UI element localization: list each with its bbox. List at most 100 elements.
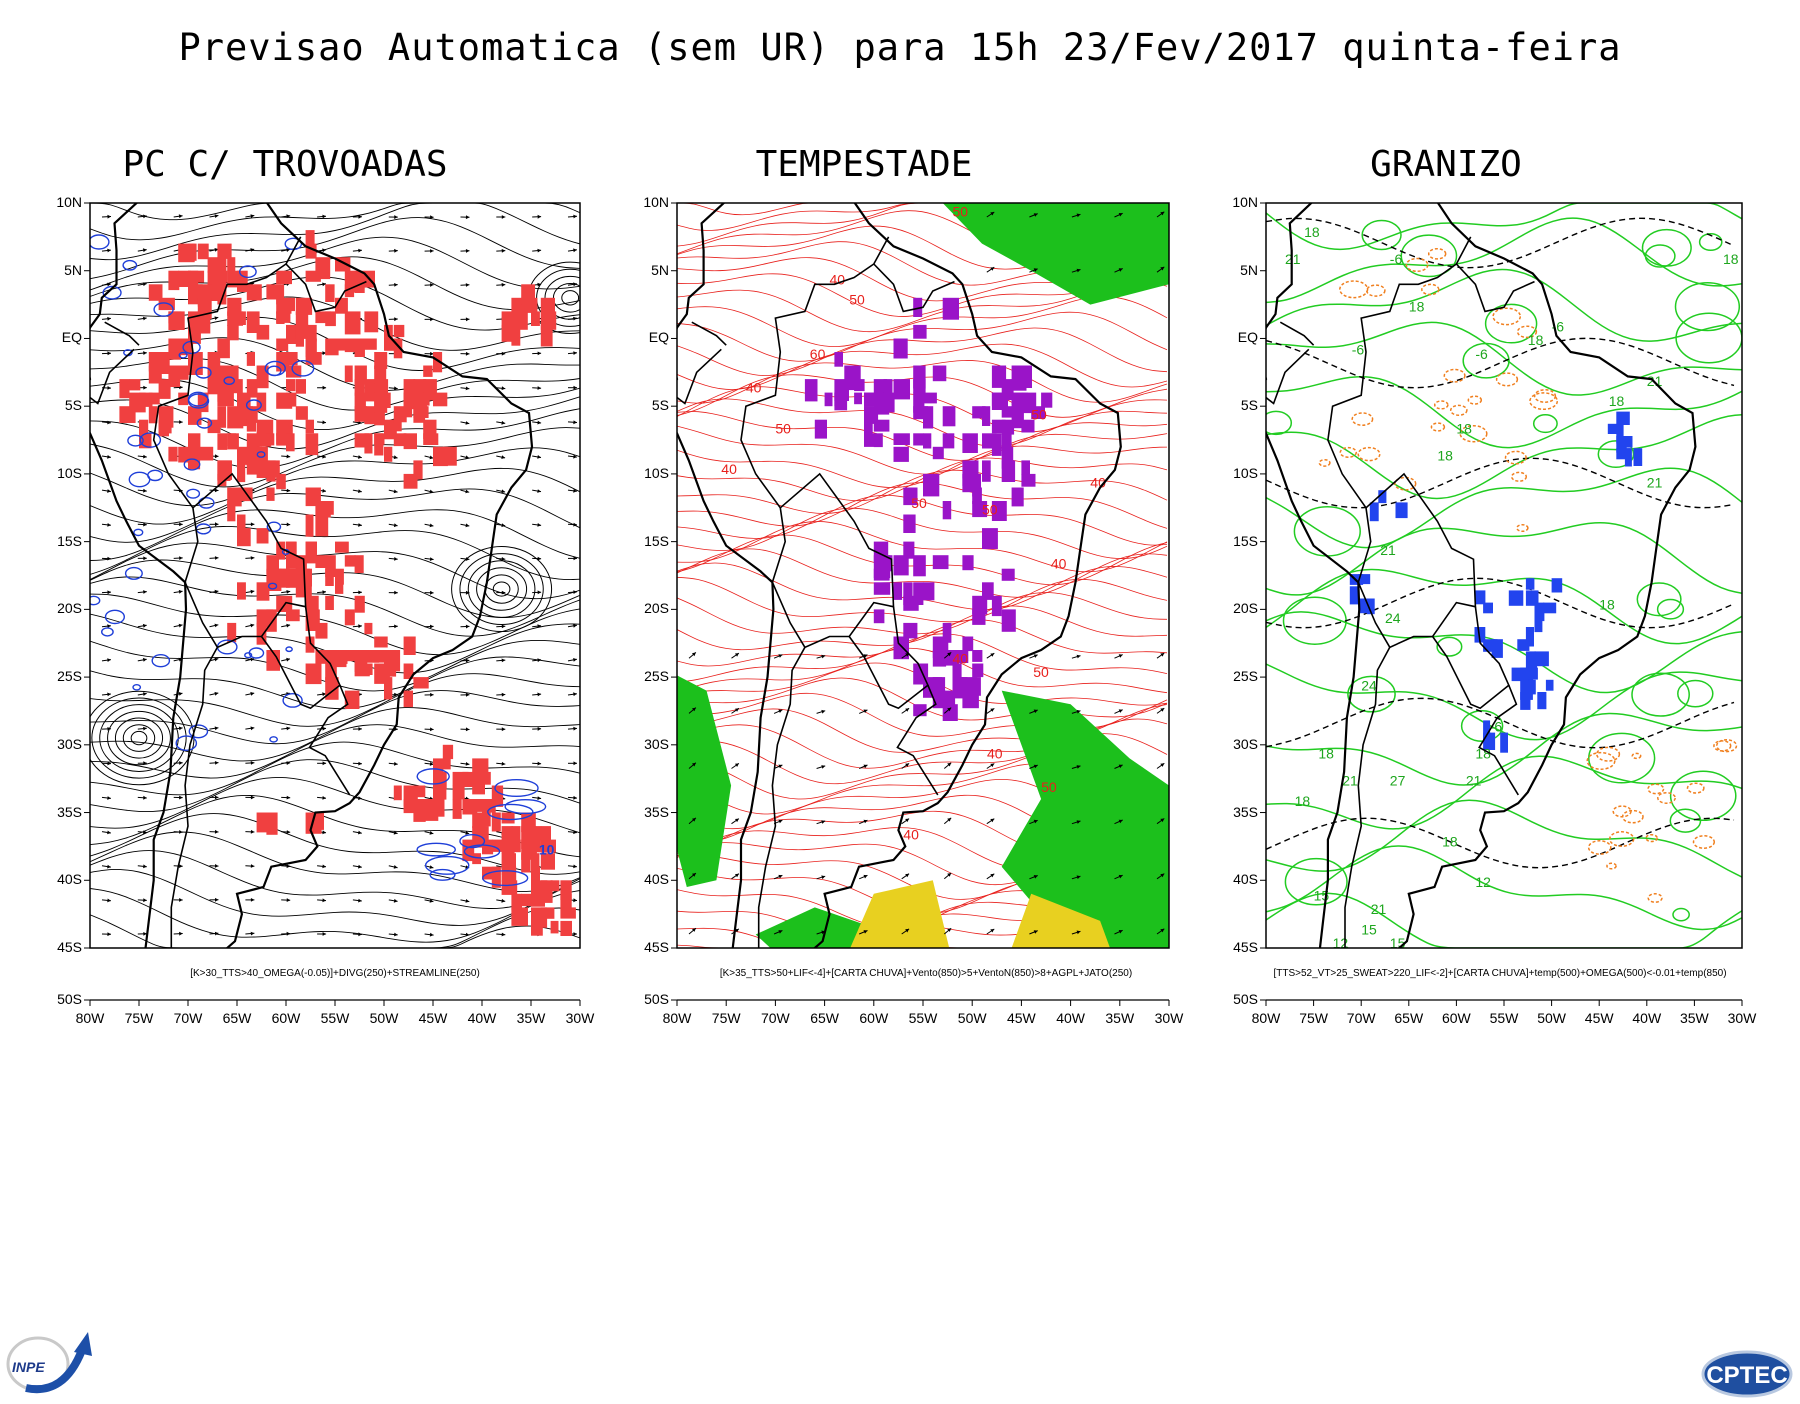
contour-label: 50 bbox=[911, 495, 927, 511]
omega500-contour bbox=[1431, 423, 1444, 431]
convection-cell-cell bbox=[531, 311, 540, 326]
temperature-contour bbox=[1266, 203, 1742, 249]
streamline-arrow-head bbox=[215, 898, 219, 902]
lat-tick-label: 40S bbox=[1214, 871, 1258, 887]
convection-cell-cell bbox=[345, 691, 360, 709]
hail-cell-cell bbox=[1616, 412, 1630, 425]
contour-label: 50 bbox=[775, 420, 791, 436]
storm-cell-cell bbox=[1021, 460, 1030, 474]
streamline-arrow-head bbox=[358, 591, 362, 595]
streamline-arrow-head bbox=[179, 864, 183, 868]
streamline-arrow-head bbox=[430, 727, 434, 731]
contour-label: 18 bbox=[1456, 420, 1472, 436]
convection-cell-cell bbox=[384, 447, 392, 462]
omega500-contour bbox=[1517, 525, 1528, 532]
lon-tick-label: 80W bbox=[1246, 1010, 1286, 1026]
hail-cell-cell bbox=[1475, 590, 1486, 604]
hail-cell-cell bbox=[1509, 590, 1524, 605]
storm-cell-cell bbox=[992, 393, 1008, 406]
divergence-contour bbox=[106, 610, 125, 623]
convection-cell-cell bbox=[306, 596, 319, 613]
streamline-arrow-head bbox=[501, 455, 505, 459]
convection-cell-cell bbox=[217, 257, 226, 278]
temperature-contour bbox=[1266, 322, 1742, 395]
streamline-arrow-head bbox=[215, 761, 219, 765]
convection-cell-cell bbox=[306, 420, 314, 434]
streamline-vortex bbox=[493, 582, 510, 596]
convection-cell-cell bbox=[443, 745, 453, 759]
storm-cell-cell bbox=[1002, 569, 1015, 581]
streamline-arrow-head bbox=[574, 761, 578, 765]
storm-cell-cell bbox=[894, 379, 911, 399]
storm-cell-cell bbox=[943, 433, 955, 448]
omega500-contour bbox=[1497, 373, 1518, 386]
storm-cell-cell bbox=[933, 677, 942, 699]
contour-label: -6 bbox=[1475, 346, 1488, 362]
storm-cell-cell bbox=[894, 339, 908, 359]
tempestade-border bbox=[897, 685, 937, 795]
hail-cell-cell bbox=[1535, 603, 1545, 622]
granizo-frame bbox=[1266, 203, 1742, 948]
convection-cell-cell bbox=[247, 284, 262, 300]
convection-cell-cell bbox=[296, 569, 310, 585]
convection-cell-cell bbox=[306, 433, 319, 455]
streamline-arrow-head bbox=[466, 215, 470, 219]
temperature-contour bbox=[1589, 733, 1655, 782]
contour-label: 9 bbox=[1342, 943, 1350, 959]
streamline-arrow-head bbox=[286, 658, 290, 662]
lat-tick-label: 5S bbox=[38, 397, 82, 413]
storm-cell-cell bbox=[874, 609, 885, 623]
streamline-arrow-head bbox=[322, 420, 326, 424]
storm-cell-cell bbox=[903, 582, 912, 605]
storm-cell-cell bbox=[923, 433, 931, 448]
streamline-arrow-head bbox=[322, 796, 326, 800]
lon-tick-label: 40W bbox=[462, 1010, 502, 1026]
legend-granizo: [TTS>52_VT>25_SWEAT>220_LIF<-2]+[CARTA C… bbox=[1240, 968, 1760, 979]
streamline-arrow-head bbox=[466, 523, 470, 527]
streamline-arrow-head bbox=[573, 248, 577, 252]
streamline-arrow-head bbox=[215, 830, 219, 834]
storm-cell-cell bbox=[864, 393, 875, 407]
convection-cell-cell bbox=[227, 325, 239, 340]
streamline-arrow-head bbox=[215, 932, 219, 936]
instability-contour bbox=[677, 606, 1167, 650]
temperature-contour bbox=[1284, 597, 1347, 644]
convection-cell-cell bbox=[306, 515, 314, 537]
streamline-arrow-head bbox=[538, 590, 542, 594]
storm-cell-cell bbox=[1002, 609, 1016, 631]
temperature-contour bbox=[1676, 283, 1740, 331]
lat-tick-label: 10S bbox=[38, 465, 82, 481]
storm-cell-cell bbox=[923, 474, 939, 497]
lat-tick-label: 35S bbox=[38, 804, 82, 820]
divergence-contour bbox=[249, 648, 263, 658]
convection-cell-cell bbox=[433, 799, 445, 817]
streamline-arrow-head bbox=[215, 796, 219, 800]
lat-tick-label: 20S bbox=[38, 600, 82, 616]
lon-tick-label: 60W bbox=[266, 1010, 306, 1026]
trovoadas-border bbox=[157, 647, 218, 1043]
contour-label: 18 bbox=[1723, 251, 1739, 267]
convection-cell-cell bbox=[423, 420, 436, 439]
lon-tick-label: 80W bbox=[657, 1010, 697, 1026]
omega500-contour bbox=[1358, 448, 1380, 461]
lat-tick-label: 30S bbox=[625, 736, 669, 752]
convection-cell-cell bbox=[129, 379, 140, 390]
lon-tick-label: 35W bbox=[1100, 1010, 1140, 1026]
streamline-arrow-head bbox=[538, 386, 542, 390]
lon-tick-label: 40W bbox=[1627, 1010, 1667, 1026]
lat-tick-label: 40S bbox=[38, 871, 82, 887]
convection-cell-cell bbox=[325, 596, 334, 610]
convection-cell-cell bbox=[355, 339, 365, 357]
lon-tick-label: 50W bbox=[952, 1010, 992, 1026]
convection-cell-cell bbox=[276, 433, 289, 444]
streamline-arrow-head bbox=[143, 556, 147, 560]
convection-cell-cell bbox=[188, 271, 198, 289]
convection-cell-cell bbox=[227, 298, 241, 316]
granizo-border bbox=[1280, 322, 1313, 345]
streamline-arrow-head bbox=[502, 557, 506, 561]
streamline-arrow-head bbox=[323, 386, 327, 390]
convection-cell-cell bbox=[315, 623, 327, 639]
lon-tick-label: 65W bbox=[1389, 1010, 1429, 1026]
convection-cell-cell bbox=[492, 786, 503, 807]
